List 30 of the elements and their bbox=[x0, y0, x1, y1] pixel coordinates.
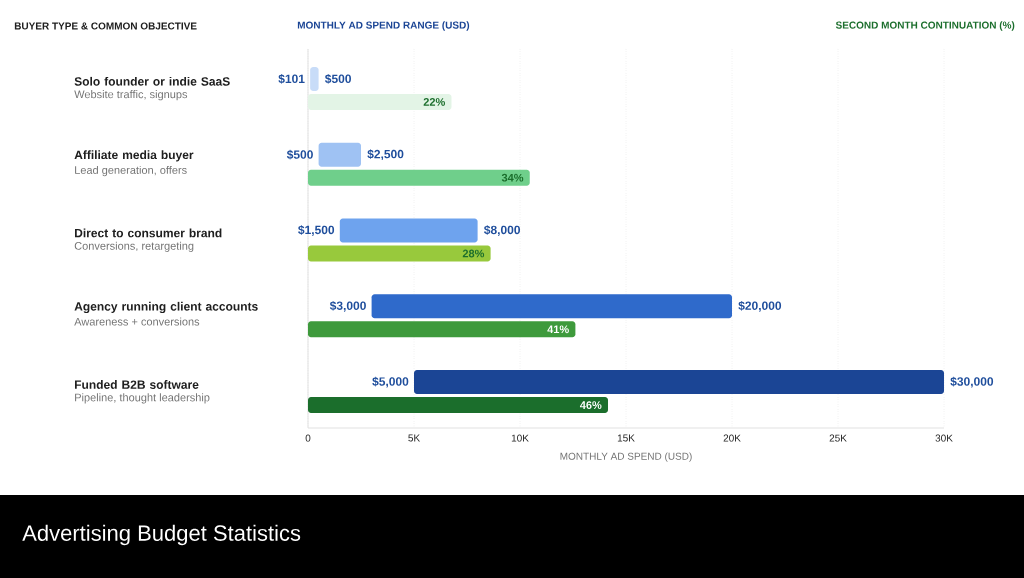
x-axis-title: MONTHLY AD SPEND (USD) bbox=[560, 452, 692, 462]
x-tick-label: 30K bbox=[935, 434, 953, 442]
x-tick-label: 20K bbox=[723, 434, 741, 442]
bar bbox=[310, 66, 319, 91]
x-tick-label: 5K bbox=[408, 434, 420, 442]
x-tick-label: 25K bbox=[829, 434, 847, 442]
y-axis-title: BUYER TYPE & COMMON OBJECTIVE bbox=[14, 22, 197, 30]
annotation: $3,000 bbox=[329, 300, 366, 312]
text: Lead generation, offers bbox=[75, 165, 187, 177]
bar bbox=[318, 142, 361, 167]
text: Conversions, retargeting bbox=[74, 241, 194, 252]
x-tick-label: 0 bbox=[305, 434, 311, 442]
text: Awareness + conversions bbox=[74, 317, 200, 326]
text: Pipeline, thought leadership bbox=[75, 393, 210, 404]
text: Website traffic, signups bbox=[74, 90, 188, 101]
annotation: $500 bbox=[286, 149, 313, 160]
annotation: $1,500 bbox=[298, 225, 335, 236]
y-tick-label: Solo founder or indie SaaS bbox=[74, 76, 230, 86]
x-tick-label: 10K bbox=[511, 434, 529, 442]
data-label: $2,500 bbox=[367, 149, 404, 161]
x-tick-label: 15K bbox=[617, 434, 635, 442]
annotation: $5,000 bbox=[372, 376, 409, 388]
y-tick-label: Affiliate media buyer bbox=[74, 150, 194, 162]
bar bbox=[308, 93, 452, 110]
y-tick-label: Funded B2B software bbox=[75, 380, 199, 389]
y-tick-label: Direct to consumer brand bbox=[75, 228, 222, 238]
text: Advertising Budget Statistics bbox=[22, 524, 301, 546]
text: MONTHLY AD SPEND RANGE (USD) bbox=[297, 21, 470, 31]
data-label: $500 bbox=[324, 74, 351, 84]
y-tick-label: Agency running client accounts bbox=[74, 301, 258, 314]
